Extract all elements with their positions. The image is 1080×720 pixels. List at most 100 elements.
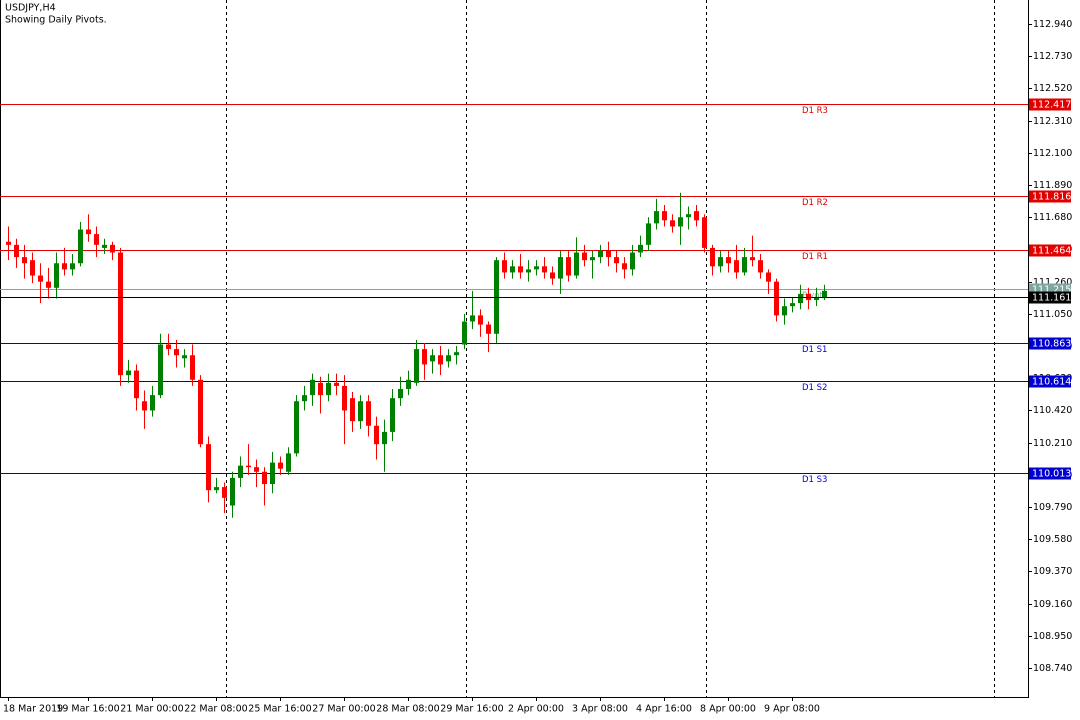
pivot-price-box — [1029, 98, 1071, 111]
pivot-label: D1 R3 — [802, 106, 828, 116]
pivot-price-value: 112.417 — [1032, 100, 1071, 111]
y-tick-label: 110.210 — [1033, 438, 1072, 449]
candle-body — [526, 269, 531, 273]
candle-body — [110, 244, 115, 253]
pivot-price-value: 111.215 — [1032, 285, 1071, 296]
x-tick-label: 9 Apr 08:00 — [764, 704, 820, 715]
candle-body — [430, 355, 435, 362]
y-tick-label: 109.370 — [1033, 566, 1072, 577]
pivot-price-value: 111.464 — [1032, 246, 1071, 257]
candle-body — [102, 244, 107, 248]
candle-body — [158, 344, 163, 396]
candle-body — [686, 214, 691, 218]
y-tick-label: 111.260 — [1033, 277, 1072, 288]
candle-body — [486, 324, 491, 334]
candle-body — [126, 370, 131, 376]
candle-body — [718, 257, 723, 267]
candle-body — [310, 379, 315, 396]
pivot-price-box — [1029, 467, 1071, 480]
candle-body — [462, 321, 467, 345]
candle-body — [422, 349, 427, 365]
candle-body — [558, 257, 563, 279]
candle-body — [414, 349, 419, 383]
candle-body — [318, 382, 323, 396]
y-tick-label: 112.310 — [1033, 116, 1072, 127]
y-tick-label: 112.100 — [1033, 148, 1072, 159]
candle-body — [814, 296, 819, 301]
current-price-box — [1029, 291, 1071, 304]
candle-body — [182, 355, 187, 359]
candle-body — [334, 382, 339, 386]
candle-body — [94, 234, 99, 245]
y-tick-label: 111.890 — [1033, 180, 1072, 191]
y-tick-label: 111.680 — [1033, 212, 1072, 223]
candle-body — [270, 462, 275, 485]
candle-body — [30, 260, 35, 276]
candle-body — [278, 462, 283, 469]
y-tick-label: 108.950 — [1033, 631, 1072, 642]
candle-body — [454, 352, 459, 356]
candle-body — [198, 379, 203, 445]
x-tick-label: 18 Mar 2019 — [3, 704, 63, 715]
candle-body — [630, 252, 635, 270]
x-tick-label: 2 Apr 00:00 — [508, 704, 564, 715]
candle-body — [446, 355, 451, 362]
candle-body — [134, 370, 139, 399]
candle-body — [542, 266, 547, 273]
pivot-label: D1 R1 — [802, 252, 828, 262]
candle-body — [438, 355, 443, 365]
candle-body — [742, 257, 747, 273]
candle-body — [358, 401, 363, 422]
candle-body — [670, 220, 675, 227]
x-tick-label: 3 Apr 08:00 — [572, 704, 628, 715]
candle-body — [326, 382, 331, 396]
candle-body — [350, 398, 355, 422]
candle-body — [606, 250, 611, 258]
y-tick-label: 109.790 — [1033, 502, 1072, 513]
chart-title: USDJPY,H4 — [5, 3, 56, 14]
candle-body — [710, 247, 715, 267]
candle-body — [262, 471, 267, 485]
candle-body — [798, 293, 803, 304]
y-tick-label: 112.730 — [1033, 51, 1072, 62]
candle-body — [78, 229, 83, 264]
candle-body — [406, 379, 411, 389]
candle-body — [142, 401, 147, 411]
candle-body — [638, 244, 643, 253]
candle-body — [62, 263, 67, 270]
candle-body — [222, 487, 227, 498]
candle-body — [70, 263, 75, 270]
candle-body — [294, 401, 299, 454]
candle-body — [230, 477, 235, 506]
pivot-price-value: 110.013 — [1032, 469, 1071, 480]
candle-body — [726, 257, 731, 264]
candle-body — [654, 211, 659, 224]
candle-body — [510, 266, 515, 273]
candle-body — [46, 281, 51, 288]
candle-body — [238, 465, 243, 478]
candle-body — [206, 444, 211, 491]
x-tick-label: 8 Apr 00:00 — [700, 704, 756, 715]
candle-body — [774, 281, 779, 316]
candle-body — [678, 217, 683, 227]
y-tick-label: 112.520 — [1033, 83, 1072, 94]
candle-body — [758, 260, 763, 273]
x-tick-label: 22 Mar 08:00 — [184, 704, 247, 715]
pivot-price-box — [1029, 244, 1071, 257]
x-tick-label: 29 Mar 16:00 — [440, 704, 503, 715]
candle-body — [398, 388, 403, 399]
candle-body — [574, 252, 579, 276]
candle-body — [302, 395, 307, 402]
x-tick-label: 28 Mar 08:00 — [376, 704, 439, 715]
candle-body — [286, 453, 291, 472]
candle-body — [14, 244, 19, 258]
x-tick-label: 27 Mar 00:00 — [312, 704, 375, 715]
candle-body — [614, 257, 619, 264]
candle-body — [174, 349, 179, 356]
candle-body — [662, 211, 667, 221]
x-tick-label: 21 Mar 00:00 — [120, 704, 183, 715]
pivot-label: Pivot — [802, 291, 824, 301]
y-tick-label: 109.160 — [1033, 599, 1072, 610]
